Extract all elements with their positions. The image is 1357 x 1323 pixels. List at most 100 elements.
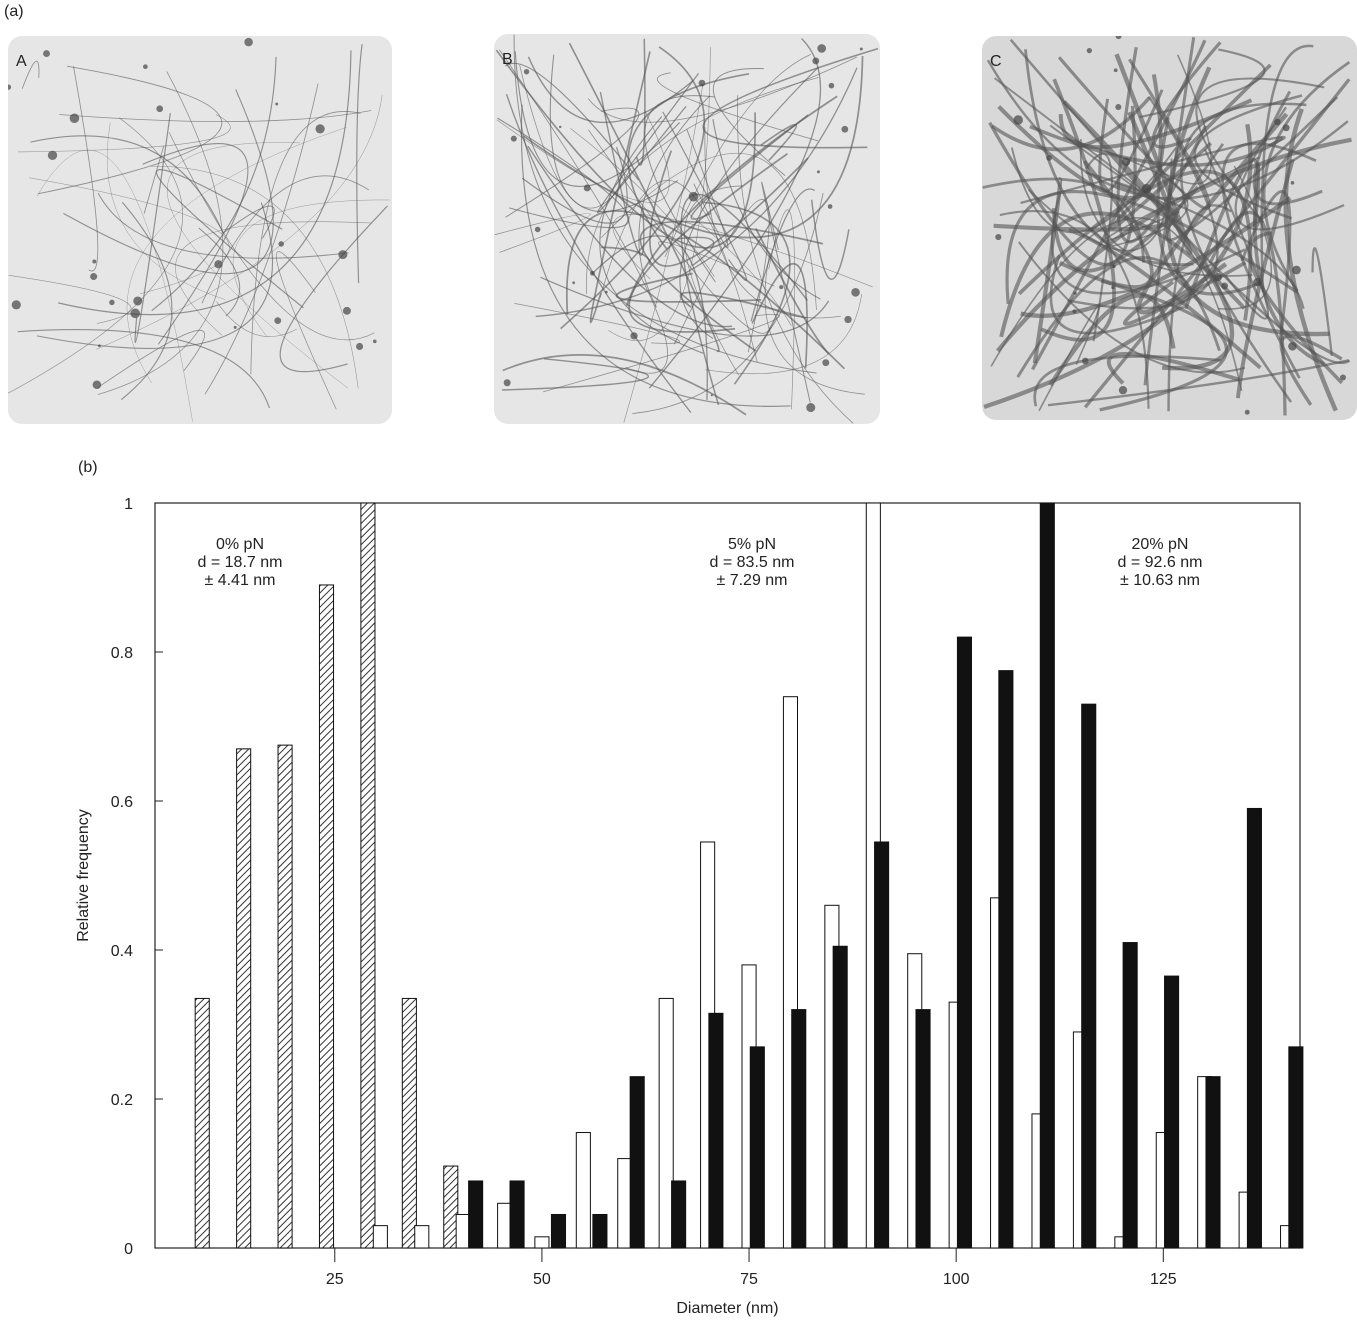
particle: [233, 325, 237, 329]
particle: [779, 285, 784, 290]
fiber: [542, 314, 780, 393]
bar: [874, 841, 890, 1249]
bar: [318, 584, 335, 1249]
fiber: [168, 132, 375, 341]
particle: [1221, 282, 1229, 290]
fiber: [97, 192, 349, 259]
fiber: [676, 236, 715, 266]
fiber: [703, 201, 791, 385]
particle: [109, 299, 115, 306]
particle: [1282, 124, 1290, 132]
fiber: [1279, 334, 1343, 406]
y-tick-label: 1: [124, 496, 133, 513]
bar: [629, 1076, 645, 1249]
bar: [956, 636, 972, 1249]
y-tick-label: 0.6: [111, 794, 133, 811]
fiber: [568, 42, 720, 353]
fiber: [1114, 53, 1193, 255]
fiber: [1234, 106, 1345, 231]
particle: [698, 79, 706, 87]
fiber: [151, 56, 277, 312]
x-tick-label: 125: [1150, 1271, 1177, 1288]
fiber: [1062, 136, 1189, 247]
fiber: [764, 255, 865, 395]
particle: [583, 184, 591, 192]
fiber: [120, 201, 173, 401]
particle: [1290, 181, 1295, 185]
particle: [133, 296, 143, 306]
plot-frame: [154, 502, 1301, 1249]
bar: [1288, 1046, 1304, 1249]
bar: [832, 945, 848, 1249]
fiber: [565, 210, 846, 370]
bar: [671, 1180, 687, 1249]
fiber: [1123, 260, 1247, 326]
particle: [510, 135, 517, 142]
fiber: [1240, 190, 1292, 341]
particle: [859, 47, 863, 51]
particle: [558, 125, 562, 129]
fiber: [505, 107, 640, 218]
fiber: [540, 276, 830, 337]
particle: [812, 57, 820, 65]
fiber: [1221, 142, 1317, 379]
fiber: [513, 34, 817, 374]
bar: [1039, 502, 1055, 1249]
bar: [468, 1180, 484, 1249]
fiber: [1051, 185, 1200, 273]
fiber: [97, 71, 224, 395]
particle: [1339, 374, 1346, 381]
particle: [47, 150, 58, 161]
particle: [338, 250, 348, 260]
fiber: [993, 77, 1174, 216]
bar: [401, 997, 417, 1249]
fiber: [1183, 158, 1261, 310]
particle: [244, 37, 253, 47]
annotation: 0% pN: [216, 536, 264, 553]
particle: [590, 270, 595, 276]
fiber: [499, 49, 668, 374]
fiber: [505, 62, 639, 181]
fiber: [73, 66, 99, 272]
particle: [8, 84, 12, 90]
y-tick-label: 0.2: [111, 1092, 133, 1109]
fiber: [625, 95, 838, 307]
fiber: [495, 49, 756, 249]
fiber: [143, 145, 165, 214]
bar: [915, 1009, 931, 1249]
fiber: [1048, 293, 1176, 387]
fiber: [37, 65, 223, 195]
bar: [749, 1046, 765, 1249]
fiber: [527, 56, 694, 124]
bar: [372, 1225, 388, 1249]
fiber: [1193, 94, 1303, 220]
fiber: [1033, 355, 1222, 407]
particle: [372, 339, 377, 344]
fiber: [1020, 196, 1292, 319]
fiber: [8, 275, 132, 324]
particle: [1072, 309, 1077, 314]
particle: [1115, 36, 1122, 40]
fiber: [1040, 78, 1116, 342]
fiber: [1098, 89, 1164, 193]
fiber: [107, 122, 226, 300]
fiber: [29, 177, 230, 295]
image-label: B: [502, 51, 513, 68]
fiber: [999, 211, 1246, 338]
annotation: 5% pN: [728, 536, 776, 553]
fiber: [1151, 41, 1222, 149]
micrograph: B: [494, 34, 880, 424]
fiber: [496, 110, 670, 203]
particle: [1274, 118, 1281, 126]
fiber: [983, 123, 1253, 409]
particle: [90, 273, 98, 281]
annotation: d = 92.6 nm: [1118, 554, 1203, 571]
particle: [43, 50, 50, 58]
bar: [360, 502, 376, 1249]
fiber: [97, 330, 206, 389]
particle: [1113, 68, 1118, 73]
particle: [1115, 104, 1122, 111]
particle: [1244, 409, 1250, 415]
particle: [1086, 48, 1092, 54]
bar: [443, 1165, 459, 1249]
